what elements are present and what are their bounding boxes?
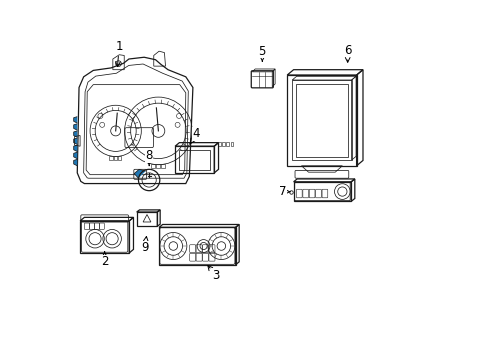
Bar xyxy=(222,142,224,146)
Polygon shape xyxy=(74,138,77,144)
Bar xyxy=(113,156,117,160)
Polygon shape xyxy=(74,131,77,137)
Polygon shape xyxy=(74,117,77,123)
Text: 8: 8 xyxy=(145,149,153,166)
Bar xyxy=(118,156,121,160)
Bar xyxy=(230,142,233,146)
Polygon shape xyxy=(74,145,77,152)
Text: 1: 1 xyxy=(115,40,123,67)
Bar xyxy=(295,84,347,157)
Bar xyxy=(109,156,113,160)
Text: 6: 6 xyxy=(343,44,351,62)
Bar xyxy=(151,164,155,168)
Text: 9: 9 xyxy=(141,237,148,254)
Text: 3: 3 xyxy=(207,266,219,282)
Bar xyxy=(226,142,229,146)
Polygon shape xyxy=(74,159,77,166)
Bar xyxy=(156,164,160,168)
Bar xyxy=(217,142,220,146)
Text: 5: 5 xyxy=(258,45,265,61)
Text: 2: 2 xyxy=(101,252,108,268)
Bar xyxy=(161,164,164,168)
Polygon shape xyxy=(134,169,145,178)
Text: 7: 7 xyxy=(279,185,289,198)
Text: 4: 4 xyxy=(190,127,200,144)
Polygon shape xyxy=(74,124,77,130)
Bar xyxy=(178,150,209,170)
Polygon shape xyxy=(74,152,77,159)
